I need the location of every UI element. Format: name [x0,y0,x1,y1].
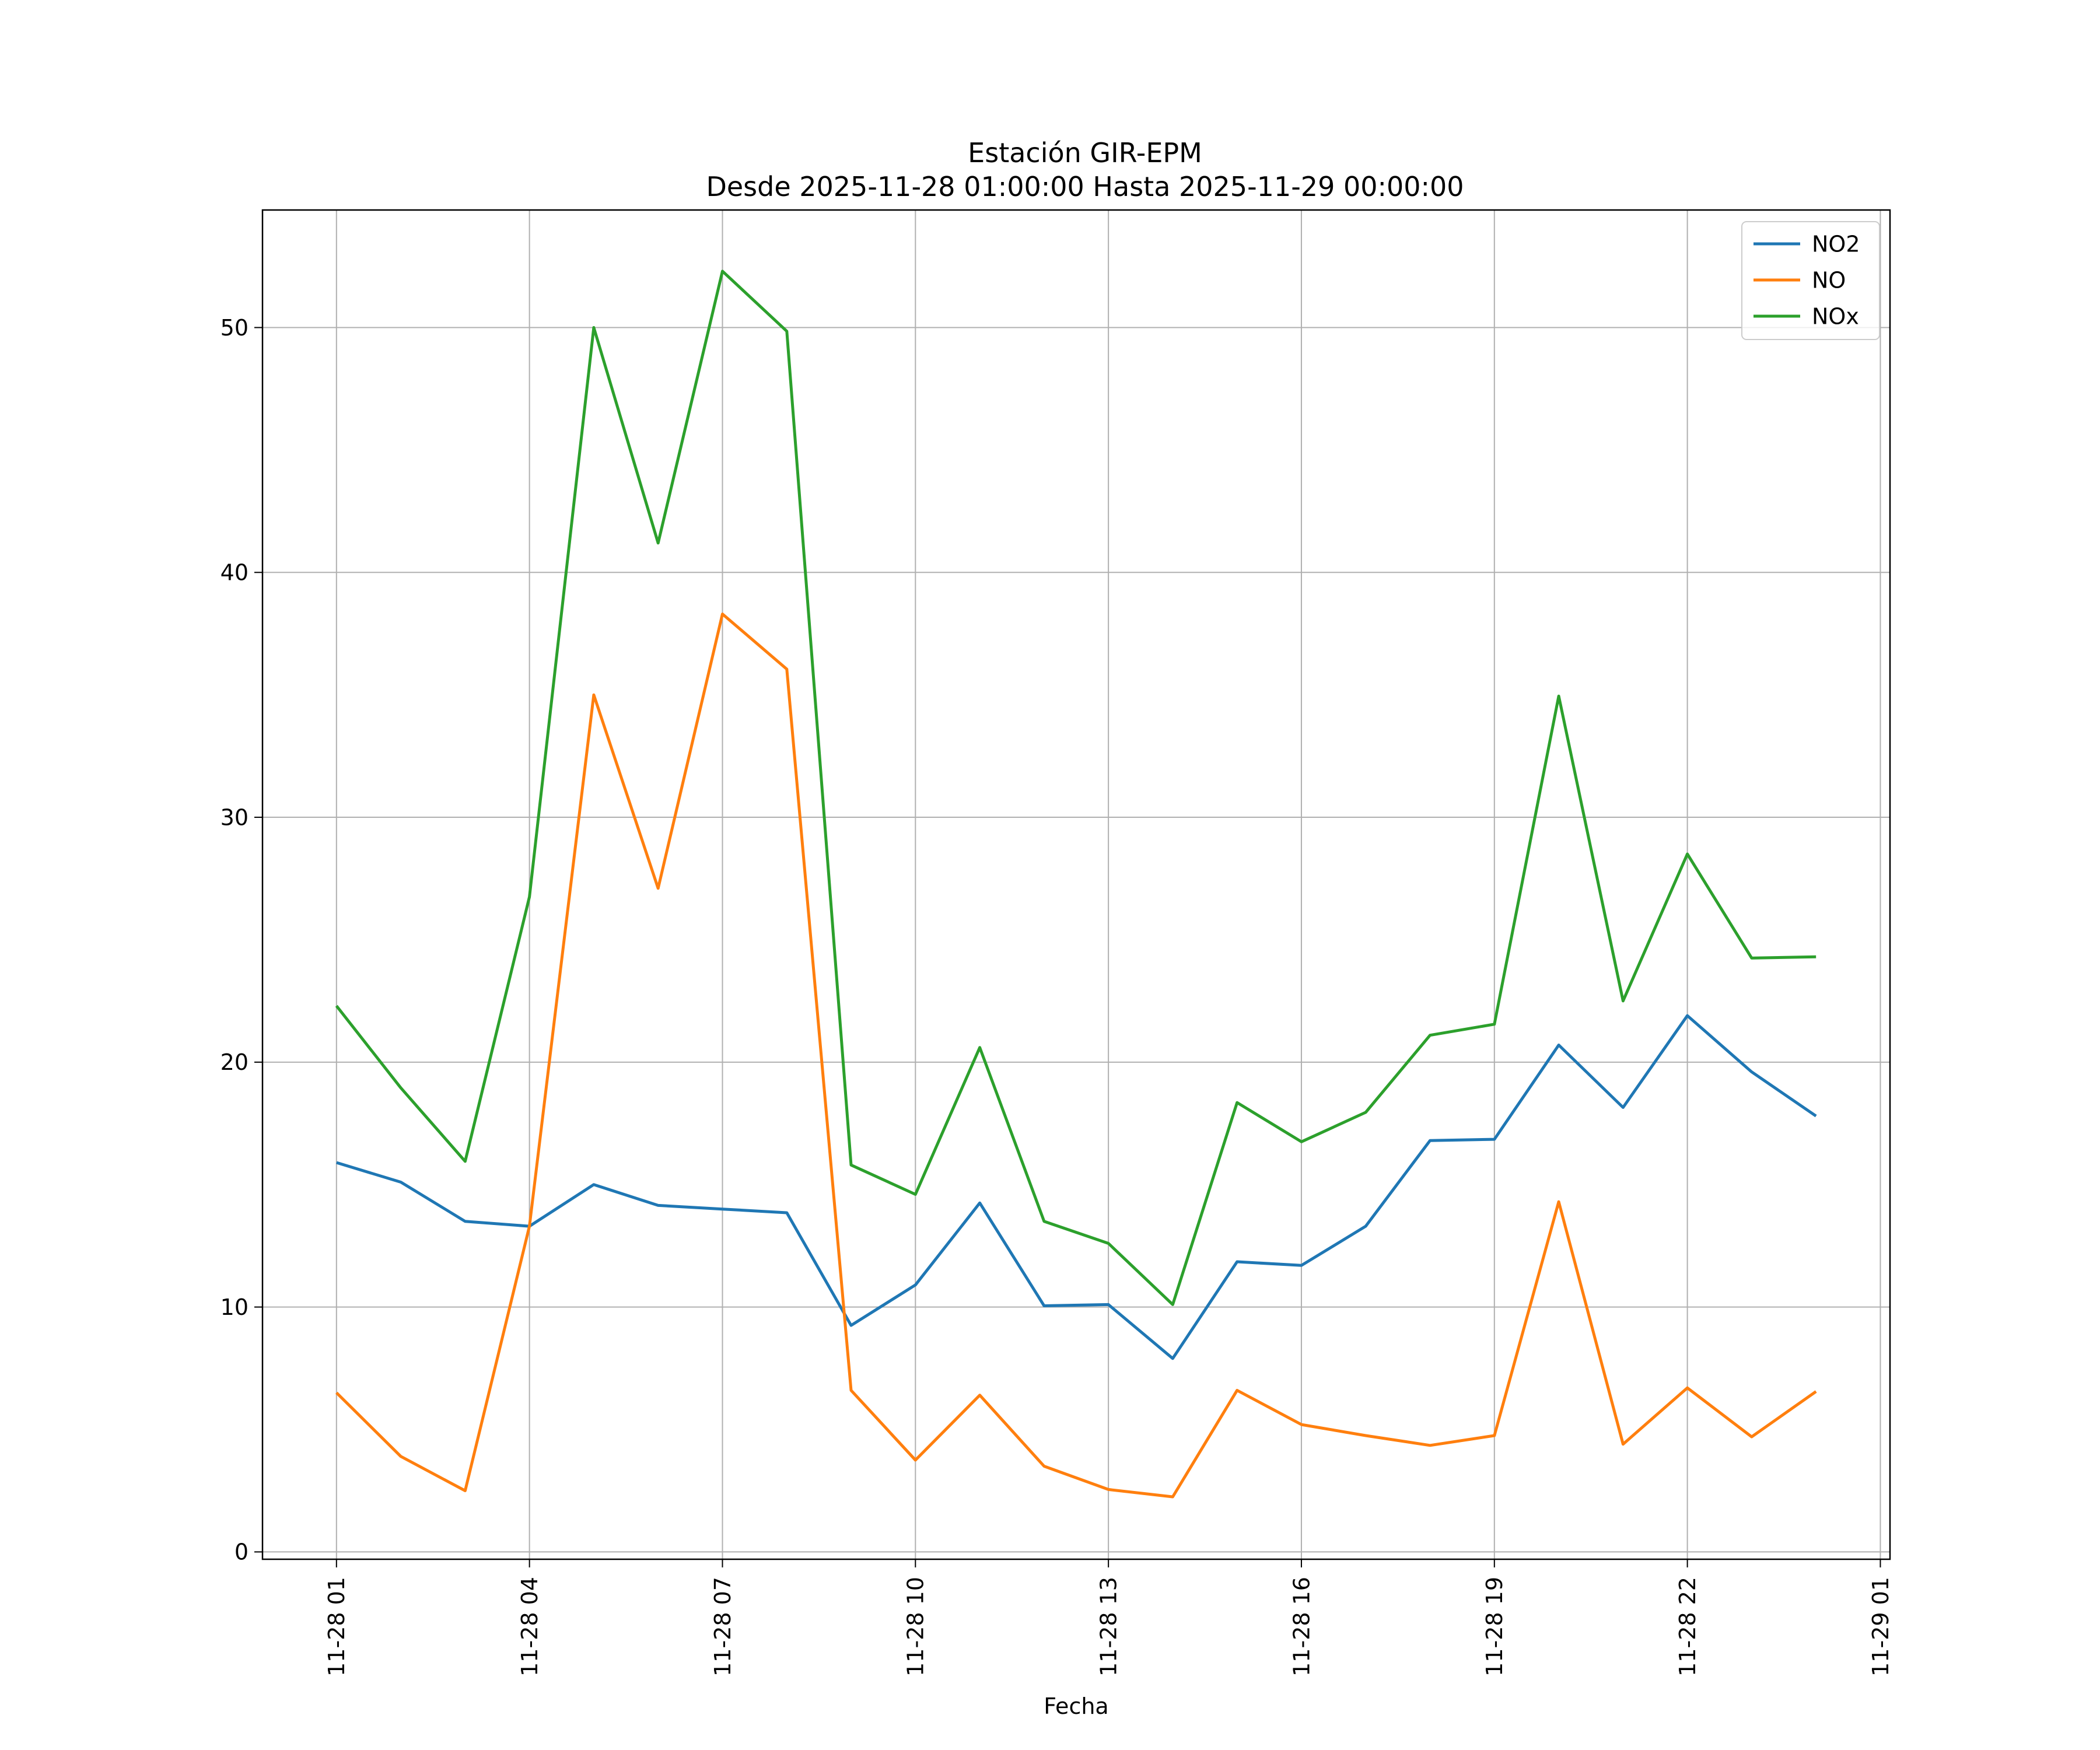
x-tick-label: 11-28 07 [710,1577,736,1676]
x-axis-label: Fecha [1044,1693,1108,1719]
legend-label-no2: NO2 [1812,231,1860,257]
series-line-nox [335,270,1817,1306]
chart-title: Estación GIR-EPM [968,137,1202,169]
x-tick-label: 11-29 01 [1868,1577,1894,1676]
y-tick-label: 10 [220,1294,249,1320]
series-lines [335,270,1817,1499]
plot-frame [261,209,1891,1560]
y-tick-label: 20 [220,1049,249,1075]
x-tick-label: 11-28 13 [1096,1577,1121,1676]
grid [262,210,1890,1559]
y-tick-label: 0 [235,1539,249,1565]
legend-label-nox: NOx [1812,303,1859,329]
legend: NO2 NO NOx [1741,221,1880,340]
x-tick-label: 11-28 10 [903,1577,929,1676]
legend-box [1741,221,1880,340]
y-tick-label: 30 [220,804,249,830]
x-tick-label: 11-28 19 [1482,1577,1507,1676]
x-tick-label: 11-28 16 [1289,1577,1314,1676]
x-tick-label: 11-28 04 [517,1577,542,1676]
y-tick-label: 40 [220,560,249,586]
y-tick-label: 50 [220,315,249,341]
x-axis-ticks: 11-28 01 11-28 04 11-28 07 11-28 10 11-28 13… [324,1559,1894,1676]
y-axis-ticks: 0 10 20 30 40 50 [220,315,262,1565]
series-line-no2 [336,1014,1817,1360]
x-tick-label: 11-28 01 [324,1577,349,1676]
chart-subtitle: Desde 2025-11-28 01:00:00 Hasta 2025-11-… [706,171,1464,202]
series-line-no [335,612,1817,1499]
x-tick-label: 11-28 22 [1675,1577,1700,1676]
legend-label-no: NO [1812,267,1846,293]
